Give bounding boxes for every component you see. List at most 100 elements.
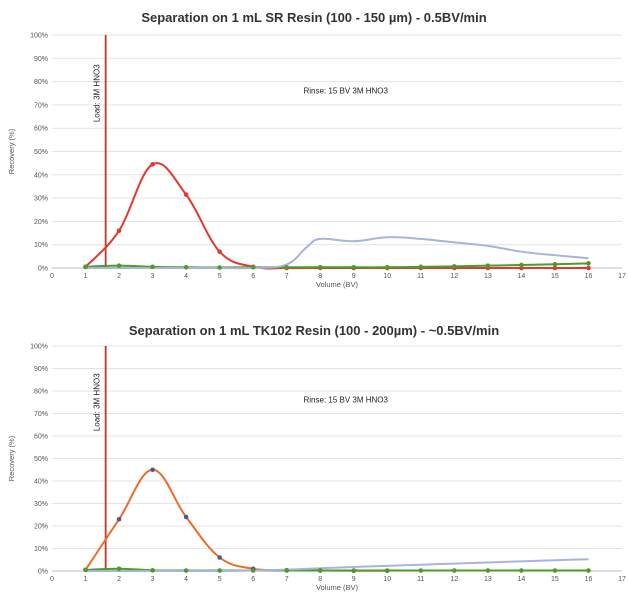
x-tick-label: 13 (484, 273, 492, 280)
x-tick-label: 7 (285, 576, 289, 583)
y-tick-label: 100% (30, 344, 48, 351)
y-tick-label: 80% (34, 389, 48, 396)
data-point (116, 516, 122, 522)
data-point (83, 264, 88, 270)
chart-panel-tk102-resin: Separation on 1 mL TK102 Resin (100 - 20… (0, 315, 628, 601)
y-tick-label: 80% (34, 79, 48, 86)
data-point (519, 568, 524, 573)
x-tick-label: 6 (251, 576, 255, 583)
data-point (250, 265, 256, 270)
data-point (150, 568, 155, 573)
data-point (150, 162, 155, 167)
data-point (284, 568, 290, 573)
x-tick-label: 3 (151, 273, 155, 280)
y-axis-title: Recovery (%) (7, 435, 16, 481)
x-axis-title: Volume (BV) (316, 583, 359, 592)
x-tick-label: 15 (551, 576, 559, 583)
data-point (452, 264, 457, 269)
y-tick-label: 70% (34, 411, 48, 418)
gridlines (52, 345, 622, 572)
y-tick-label: 60% (34, 126, 48, 133)
data-point (217, 265, 222, 270)
data-point (183, 514, 189, 520)
y-tick-label: 60% (34, 434, 48, 441)
load-annotation: Load: 3M HNO3 (93, 64, 102, 122)
y-tick-label: 40% (34, 172, 48, 179)
y-tick-label: 70% (34, 102, 48, 109)
y-tick-label: 30% (34, 501, 48, 508)
chart-tk102-resin: 0%10%20%30%40%50%60%70%80%90%100%0 1 2 3 4 5 6… (7, 344, 626, 593)
x-tick-label: 17 (618, 273, 626, 280)
x-tick-label: 0 (50, 576, 54, 583)
data-point (384, 265, 390, 270)
y-tick-label: 90% (34, 56, 48, 63)
data-point (552, 568, 558, 573)
data-point (217, 249, 222, 254)
y-axis-title: Recovery (%) (7, 128, 16, 174)
x-tick-label: 4 (184, 273, 188, 280)
x-tick-label: 16 (585, 576, 593, 583)
data-point (250, 568, 256, 573)
series-line-1 (84, 162, 589, 270)
data-point (83, 567, 88, 573)
x-tick-label: 5 (218, 576, 222, 583)
chart-panel-sr-resin: Separation on 1 mL SR Resin (100 - 150 µ… (0, 0, 628, 300)
load-annotation: Load: 3M HNO3 (93, 373, 102, 431)
chart-title: Separation on 1 mL TK102 Resin (100 - 20… (128, 323, 500, 338)
y-tick-label: 0% (38, 569, 48, 576)
x-tick-label: 12 (450, 273, 458, 280)
x-tick-label: 4 (184, 576, 188, 583)
y-tick-label: 10% (34, 546, 48, 553)
y-tick-label: 10% (34, 242, 48, 249)
x-tick-label: 16 (585, 273, 593, 280)
data-point (586, 261, 591, 266)
data-point (284, 265, 290, 270)
data-point (485, 568, 491, 573)
y-tick-label: 30% (34, 196, 48, 203)
data-point (217, 555, 222, 560)
data-point (485, 263, 491, 268)
rinse-annotation: Rinse: 15 BV 3M HNO3 (303, 86, 388, 95)
series-line-3 (85, 558, 589, 573)
x-tick-label: 6 (251, 273, 255, 280)
x-tick-label: 0 (50, 273, 54, 280)
data-point (418, 568, 424, 573)
y-tick-label: 50% (34, 456, 48, 463)
data-point (183, 192, 189, 197)
data-point (116, 566, 122, 572)
series-line-3 (85, 236, 589, 270)
y-tick-label: 0% (38, 266, 48, 273)
data-point (150, 264, 155, 270)
x-tick-label: 2 (117, 576, 121, 583)
data-point (519, 262, 524, 268)
data-point (183, 568, 189, 573)
y-tick-label: 20% (34, 524, 48, 531)
x-tick-label: 13 (484, 576, 492, 583)
x-tick-label: 10 (383, 576, 391, 583)
x-tick-label: 12 (450, 576, 458, 583)
chart-sr-resin: 0%10%20%30%40%50%60%70%80%90%100%0 1 2 3 4 5 6… (7, 33, 626, 290)
data-point (217, 568, 222, 573)
data-point (116, 263, 122, 268)
data-point (384, 568, 390, 573)
x-tick-label: 15 (551, 273, 559, 280)
series-line-2 (85, 262, 589, 269)
x-tick-label: 17 (618, 576, 626, 583)
y-tick-label: 100% (30, 33, 48, 40)
data-point (351, 265, 357, 270)
x-tick-label: 1 (84, 576, 88, 583)
data-point (317, 568, 323, 573)
y-tick-label: 50% (34, 149, 48, 156)
x-tick-label: 3 (151, 576, 155, 583)
y-tick-label: 40% (34, 479, 48, 486)
x-tick-label: 8 (318, 273, 322, 280)
x-tick-label: 5 (218, 273, 222, 280)
x-tick-label: 14 (518, 273, 526, 280)
x-axis-title: Volume (BV) (316, 280, 359, 289)
chart-title: Separation on 1 mL SR Resin (100 - 150 µ… (141, 10, 487, 25)
data-point (418, 264, 424, 270)
x-tick-label: 1 (84, 273, 88, 280)
data-point (552, 261, 558, 267)
data-point (317, 265, 323, 270)
x-tick-label: 7 (285, 273, 289, 280)
